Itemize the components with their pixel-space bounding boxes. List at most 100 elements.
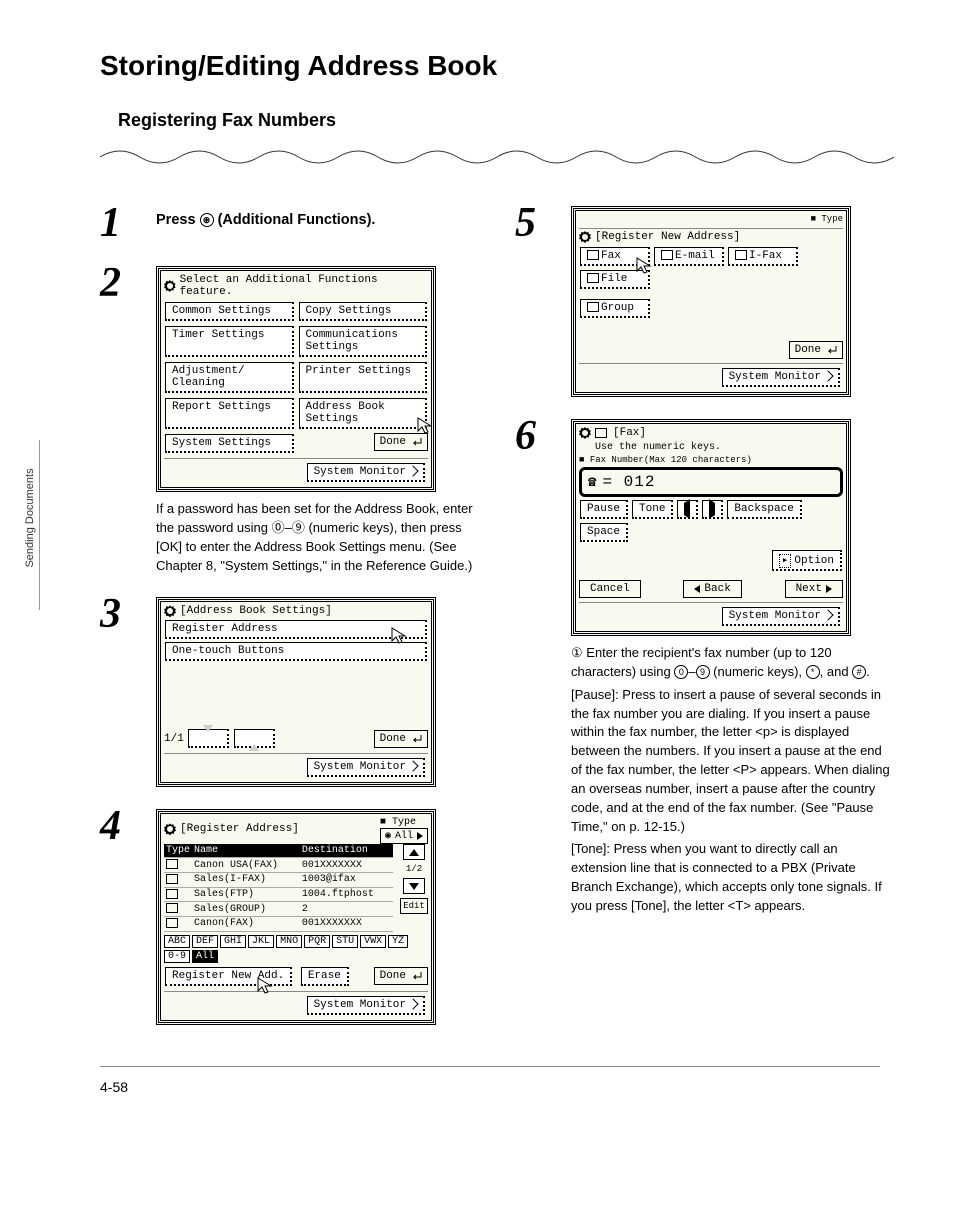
pause-button[interactable]: Pause (580, 500, 628, 519)
back-button[interactable]: Back (683, 580, 741, 598)
cursor-left-button[interactable] (677, 500, 698, 519)
lcd-subtitle: Use the numeric keys. (595, 442, 843, 453)
cancel-button[interactable]: Cancel (579, 580, 641, 598)
fax-number-value: = 012 (602, 473, 655, 491)
chapter-tab-label: Sending Documents (24, 438, 36, 598)
step-number: 2 (100, 262, 138, 304)
chevron-right-icon (417, 832, 423, 840)
edit-button[interactable]: Edit (400, 898, 428, 914)
footer-rule (100, 1066, 880, 1067)
tone-button[interactable]: Tone (632, 500, 673, 519)
group-type-button[interactable]: Group (580, 299, 650, 318)
step-3: 3 [Address Book Settings] Register Addre… (100, 593, 479, 787)
chevron-icon (822, 609, 833, 620)
step-number: 1 (100, 202, 138, 244)
alpha-button[interactable]: 0-9 (164, 950, 190, 963)
table-row[interactable]: Canon USA(FAX)001XXXXXXX (164, 858, 393, 873)
alpha-button[interactable]: JKL (248, 935, 274, 948)
chevron-icon (407, 465, 418, 476)
common-settings-button[interactable]: Common Settings (165, 302, 294, 321)
page-next-button[interactable] (234, 729, 275, 748)
table-row[interactable]: Sales(I-FAX)1003@ifax (164, 873, 393, 888)
option-button[interactable]: ▸Option (772, 550, 842, 571)
report-settings-button[interactable]: Report Settings (165, 398, 294, 429)
email-type-button[interactable]: E-mail (654, 247, 724, 266)
lcd-screen-5: ■ Type [Register New Address] Fax E-mail… (571, 206, 851, 397)
next-button[interactable]: Next (785, 580, 843, 598)
field-label: ■ Fax Number(Max 120 characters) (579, 455, 843, 465)
gear-icon (164, 280, 176, 292)
alpha-button[interactable]: STU (332, 935, 358, 948)
phone-icon: ☎ (588, 474, 596, 491)
scroll-up-button[interactable] (403, 844, 425, 860)
scroll-down-button[interactable] (403, 878, 425, 894)
address-table: Type Name Destination Canon USA(FAX)001X… (164, 844, 393, 931)
done-button[interactable]: Done (789, 341, 843, 359)
page-number: 4-58 (100, 1079, 128, 1095)
step-1-action: Press ⊛ (Additional Functions). (156, 212, 479, 228)
lcd-title: Select an Additional Functions feature. (180, 274, 428, 298)
printer-settings-button[interactable]: Printer Settings (299, 362, 428, 393)
chevron-up-icon (249, 732, 259, 751)
timer-settings-button[interactable]: Timer Settings (165, 326, 294, 357)
chevron-up-icon (409, 849, 419, 856)
lcd-screen-2: Select an Additional Functions feature. … (156, 266, 436, 492)
step-1: 1 Press ⊛ (Additional Functions). (100, 202, 479, 244)
cursor-right-button[interactable] (702, 500, 723, 519)
alpha-all-button[interactable]: All (192, 950, 218, 963)
return-icon (410, 971, 422, 981)
alpha-button[interactable]: VWX (360, 935, 386, 948)
alpha-button[interactable]: ABC (164, 935, 190, 948)
system-monitor-button[interactable]: System Monitor (722, 368, 840, 387)
return-icon (410, 734, 422, 744)
step-5: 5 ■ Type [Register New Address] (515, 202, 894, 397)
alpha-button[interactable]: GHI (220, 935, 246, 948)
alpha-button[interactable]: PQR (304, 935, 330, 948)
type-all-button[interactable]: ◉ All (380, 828, 428, 844)
register-address-button[interactable]: Register Address (165, 620, 427, 639)
alpha-button[interactable]: YZ (388, 935, 408, 948)
chevron-down-icon (409, 883, 419, 890)
system-monitor-button[interactable]: System Monitor (722, 607, 840, 626)
fax-number-field[interactable]: ☎ = 012 (579, 467, 843, 497)
alpha-button[interactable]: MNO (276, 935, 302, 948)
one-touch-buttons-button[interactable]: One-touch Buttons (165, 642, 427, 661)
cursor-icon (416, 416, 436, 436)
space-button[interactable]: Space (580, 523, 628, 542)
chevron-icon (822, 370, 833, 381)
return-icon (825, 345, 837, 355)
gear-icon (579, 231, 591, 243)
bullet-1: ① (571, 645, 583, 660)
adjustment-cleaning-button[interactable]: Adjustment/ Cleaning (165, 362, 294, 393)
system-monitor-button[interactable]: System Monitor (307, 463, 425, 482)
done-button[interactable]: Done (374, 967, 428, 985)
erase-button[interactable]: Erase (301, 967, 349, 986)
page-prev-button[interactable] (188, 729, 229, 748)
backspace-button[interactable]: Backspace (727, 500, 801, 519)
ifax-type-button[interactable]: I-Fax (728, 247, 798, 266)
right-column: 5 ■ Type [Register New Address] (515, 202, 894, 1025)
system-settings-button[interactable]: System Settings (165, 434, 294, 453)
system-monitor-button[interactable]: System Monitor (307, 996, 425, 1015)
step-number: 6 (515, 415, 553, 457)
copy-settings-button[interactable]: Copy Settings (299, 302, 428, 321)
step-4: 4 [Register Address] ■ Type (100, 805, 479, 1024)
table-row[interactable]: Sales(GROUP)2 (164, 902, 393, 917)
address-book-settings-button[interactable]: Address Book Settings (299, 398, 428, 429)
communications-settings-button[interactable]: Communications Settings (299, 326, 428, 357)
done-button[interactable]: Done (374, 730, 428, 748)
gear-icon (164, 823, 176, 835)
table-row[interactable]: Canon(FAX)001XXXXXXX (164, 916, 393, 931)
file-icon (166, 889, 178, 899)
star-key-icon: * (806, 665, 820, 679)
lcd-head: [Fax] (613, 427, 646, 439)
chevron-right-icon (826, 585, 832, 593)
step-2: 2 Select an Additional Functions feature… (100, 262, 479, 575)
col-dest: Destination (300, 844, 393, 858)
option-icon: ▸ (779, 554, 792, 568)
lcd-screen-3: [Address Book Settings] Register Address… (156, 597, 436, 787)
system-monitor-button[interactable]: System Monitor (307, 758, 425, 777)
table-row[interactable]: Sales(FTP)1004.ftphost (164, 887, 393, 902)
alpha-button[interactable]: DEF (192, 935, 218, 948)
left-column: 1 Press ⊛ (Additional Functions). 2 S (100, 202, 479, 1025)
